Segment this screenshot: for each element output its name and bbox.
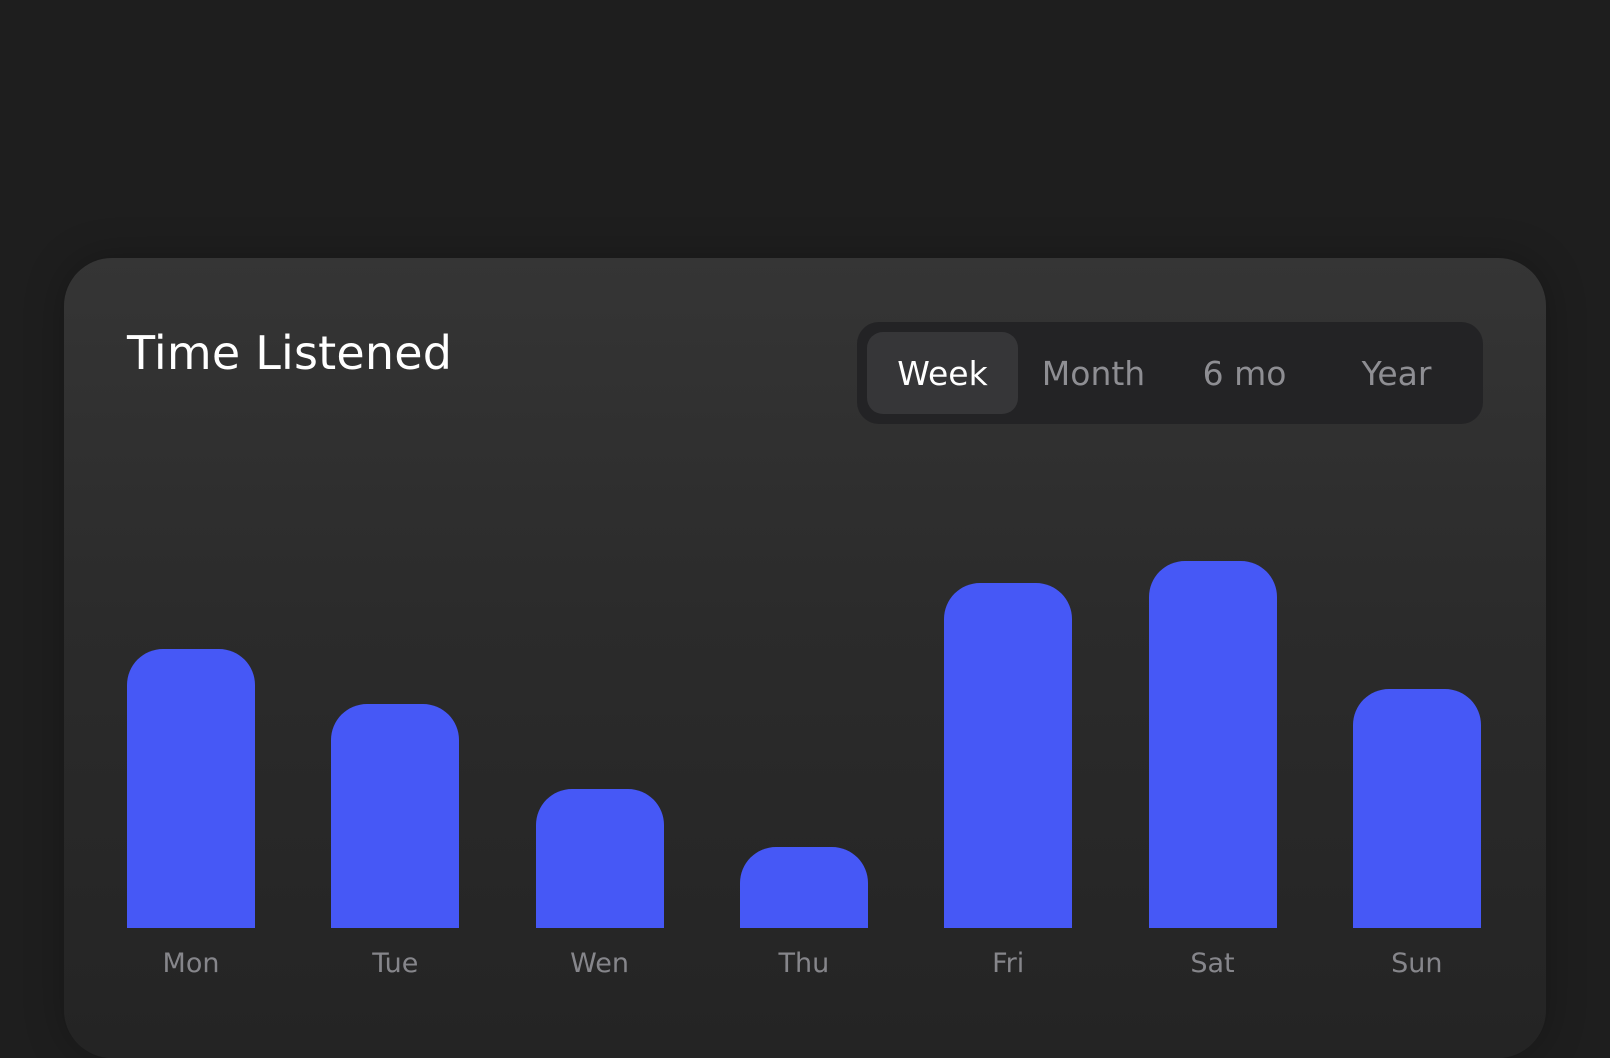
bar-sat[interactable]	[1148, 561, 1277, 928]
x-tick-label-sun: Sun	[1391, 948, 1443, 979]
bar-fri[interactable]	[944, 583, 1073, 928]
x-tick-label-thu: Thu	[778, 948, 830, 979]
bar-wen[interactable]	[535, 788, 664, 928]
x-tick-label-wen: Wen	[570, 948, 630, 979]
tab-year[interactable]: Year	[1361, 353, 1432, 393]
x-tick-label-fri: Fri	[992, 948, 1025, 979]
tab-week[interactable]: Week	[867, 332, 1018, 414]
x-tick-label-sat: Sat	[1190, 948, 1235, 979]
bar-tue[interactable]	[331, 704, 460, 928]
x-tick-label-tue: Tue	[372, 948, 419, 979]
time-listened-card: Time Listened Week Month 6 mo Year Mon Tu…	[64, 258, 1546, 1058]
tab-month[interactable]: Month	[1041, 353, 1146, 393]
tab-6-months[interactable]: 6 mo	[1202, 353, 1287, 393]
time-range-selector: Week Month 6 mo Year	[857, 322, 1483, 424]
bar-sun[interactable]	[1352, 689, 1481, 928]
x-tick-label-mon: Mon	[162, 948, 220, 979]
bar-thu[interactable]	[739, 847, 868, 928]
bar-mon[interactable]	[127, 649, 255, 928]
card-title: Time Listened	[127, 326, 453, 380]
bar-chart: Mon Tue Wen Thu Fri Sat Sun	[64, 258, 1546, 1058]
